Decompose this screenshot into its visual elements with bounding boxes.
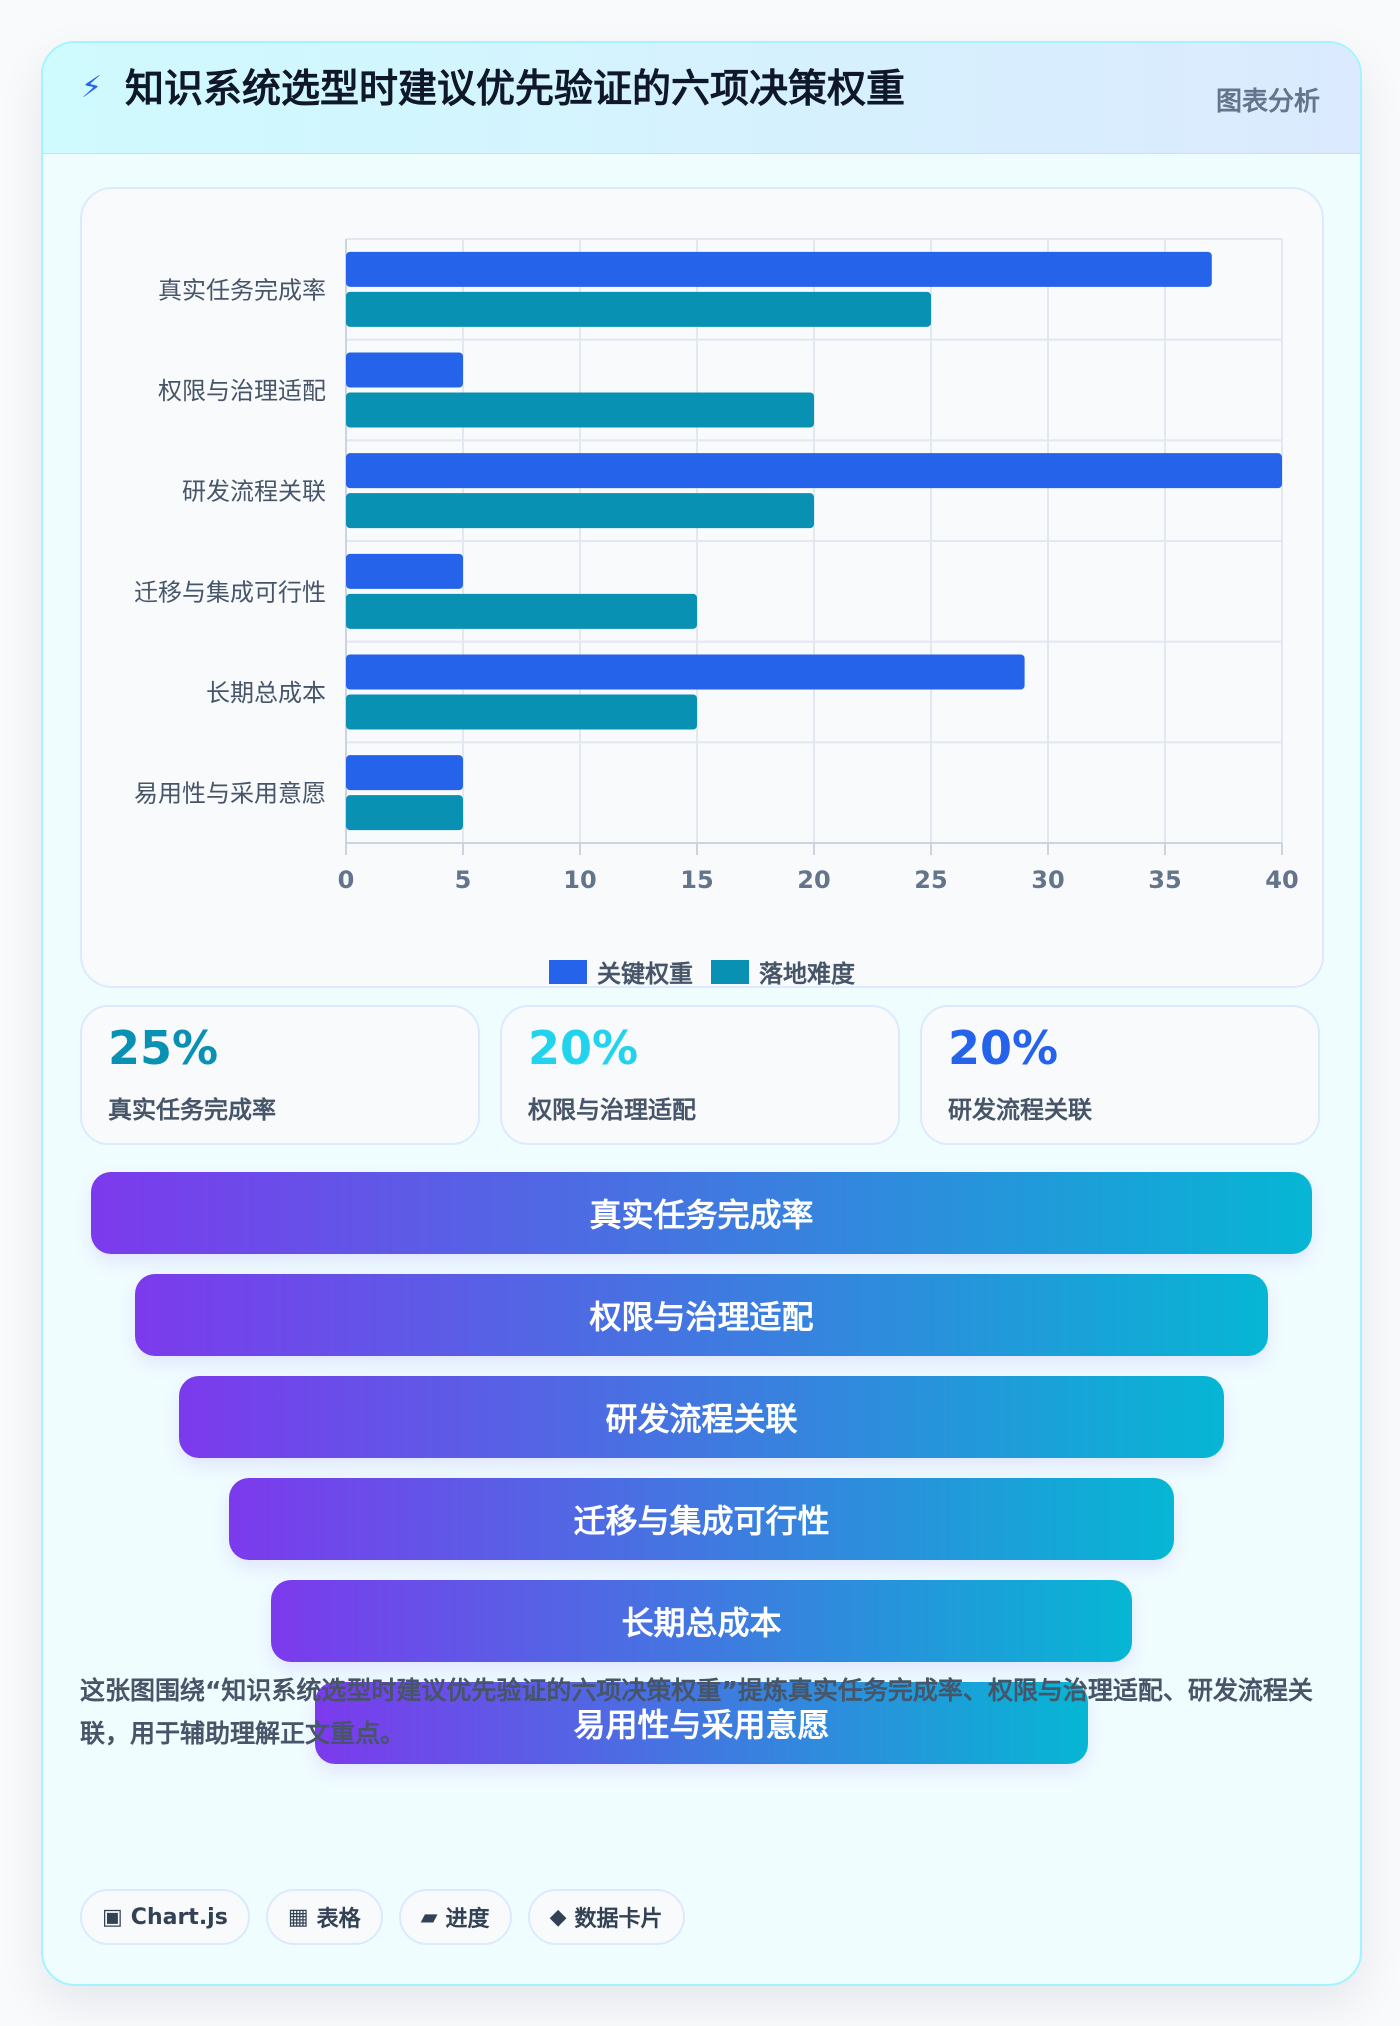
funnel-step-label: 迁移与集成可行性 [573,1502,830,1540]
bar-chart-panel: 0 5 10 15 20 25 30 35 40 真实任务完成率 权限与治理适配研发流程关联迁移与集… [80,187,1324,988]
page-title: 知识系统选型时建议优先验证的六项决策权重 [125,67,906,112]
bar-difficulty [346,291,931,327]
funnel-step: 研发流程关联 [179,1376,1224,1458]
tag-list: ▣ Chart.js ▦ 表格 ▰ 进度 ◆ 数据卡片 [80,1889,685,1949]
legend-swatch-key-weight [549,959,587,984]
bar-difficulty [346,795,463,831]
x-tick-label: 40 [1265,866,1298,894]
stat-label: 真实任务完成率 [108,1096,276,1124]
y-category-label: 迁移与集成可行性 [134,578,326,606]
y-category-label: 长期总成本 [206,679,326,707]
x-tick-label: 0 [338,866,355,894]
stat-cards: 25% 真实任务完成率 20% 权限与治理适配 20% 研发流程关联 [80,1005,1324,1145]
diamond-icon: ◆ [549,1904,567,1930]
funnel-step-label: 研发流程关联 [605,1400,798,1438]
card-header: ⚡ 知识系统选型时建议优先验证的六项决策权重 图表分析 [43,43,1360,154]
legend-item-key-weight[interactable]: 关键权重 [549,954,693,989]
stat-label: 权限与治理适配 [528,1096,696,1124]
chart-card: ⚡ 知识系统选型时建议优先验证的六项决策权重 图表分析 0 5 10 15 20 25 30… [41,41,1362,1986]
table-icon: ▦ [287,1904,309,1930]
y-category-label: 权限与治理适配 [158,377,326,405]
legend-swatch-difficulty [711,959,749,984]
chart-legend: 关键权重 落地难度 [82,954,1322,989]
bar-difficulty [346,593,697,629]
bar-difficulty [346,493,814,529]
decision-funnel: 真实任务完成率 权限与治理适配 研发流程关联 迁移与集成可行性 长期总成本 易用… [43,1172,1360,1764]
chart-description: 这张图围绕“知识系统选型时建议优先验证的六项决策权重”提炼真实任务完成率、权限与… [80,1676,1313,1748]
x-tick-label: 20 [797,866,830,894]
stat-card-governance: 20% 权限与治理适配 [500,1005,900,1145]
y-category-label: 研发流程关联 [182,478,326,506]
bar-key-weight [346,553,463,589]
bar-chart: 0 5 10 15 20 25 30 35 40 真实任务完成率权限与治理适配研发流程关联迁移与集… [134,238,1299,894]
bar-key-weight [346,654,1025,690]
stat-value: 25% [108,1021,219,1075]
bar-key-weight [346,251,1212,287]
funnel-step: 迁移与集成可行性 [229,1478,1174,1560]
funnel-step: 长期总成本 [271,1580,1132,1662]
y-category-label: 真实任务完成率 [158,276,326,304]
bar-key-weight [346,755,463,791]
x-tick-label: 30 [1031,866,1064,894]
funnel-step-label: 长期总成本 [621,1604,782,1642]
lightning-bolt-icon: ⚡ [81,70,103,105]
header-tag: 图表分析 [1215,87,1320,117]
tag-progress[interactable]: ▰ 进度 [398,1889,512,1945]
tag-label: 数据卡片 [574,1907,663,1932]
legend-label-key-weight: 关键权重 [597,960,693,988]
x-tick-label: 10 [563,866,596,894]
legend-label-difficulty: 落地难度 [759,960,855,988]
funnel-step: 真实任务完成率 [91,1172,1312,1254]
tag-data-card[interactable]: ◆ 数据卡片 [527,1889,685,1945]
stat-card-dev-process: 20% 研发流程关联 [920,1005,1320,1145]
tag-chartjs[interactable]: ▣ Chart.js [80,1889,250,1945]
bar-difficulty [346,392,814,428]
x-tick-label: 5 [455,866,472,894]
y-category-label: 易用性与采用意愿 [134,780,326,808]
x-tick-label: 15 [680,866,713,894]
progress-icon: ▰ [420,1904,438,1930]
tag-label: 表格 [316,1907,361,1932]
bar-key-weight [346,352,463,388]
stat-value: 20% [948,1021,1059,1075]
funnel-step-label: 真实任务完成率 [589,1196,814,1234]
stat-label: 研发流程关联 [948,1096,1092,1124]
chart-icon: ▣ [102,1904,123,1930]
stat-card-task-completion: 25% 真实任务完成率 [80,1005,480,1145]
stat-value: 20% [528,1021,639,1075]
bar-key-weight [346,453,1282,489]
x-tick-label: 35 [1148,866,1181,894]
tag-table[interactable]: ▦ 表格 [265,1889,383,1945]
tag-label: Chart.js [130,1904,228,1930]
funnel-step-label: 易用性与采用意愿 [573,1706,830,1744]
x-tick-label: 25 [914,866,947,894]
bar-difficulty [346,694,697,730]
funnel-step: 易用性与采用意愿 [315,1682,1088,1764]
tag-label: 进度 [445,1907,490,1932]
legend-item-difficulty[interactable]: 落地难度 [711,954,855,989]
funnel-step-label: 权限与治理适配 [589,1298,814,1336]
funnel-step: 权限与治理适配 [135,1274,1268,1356]
